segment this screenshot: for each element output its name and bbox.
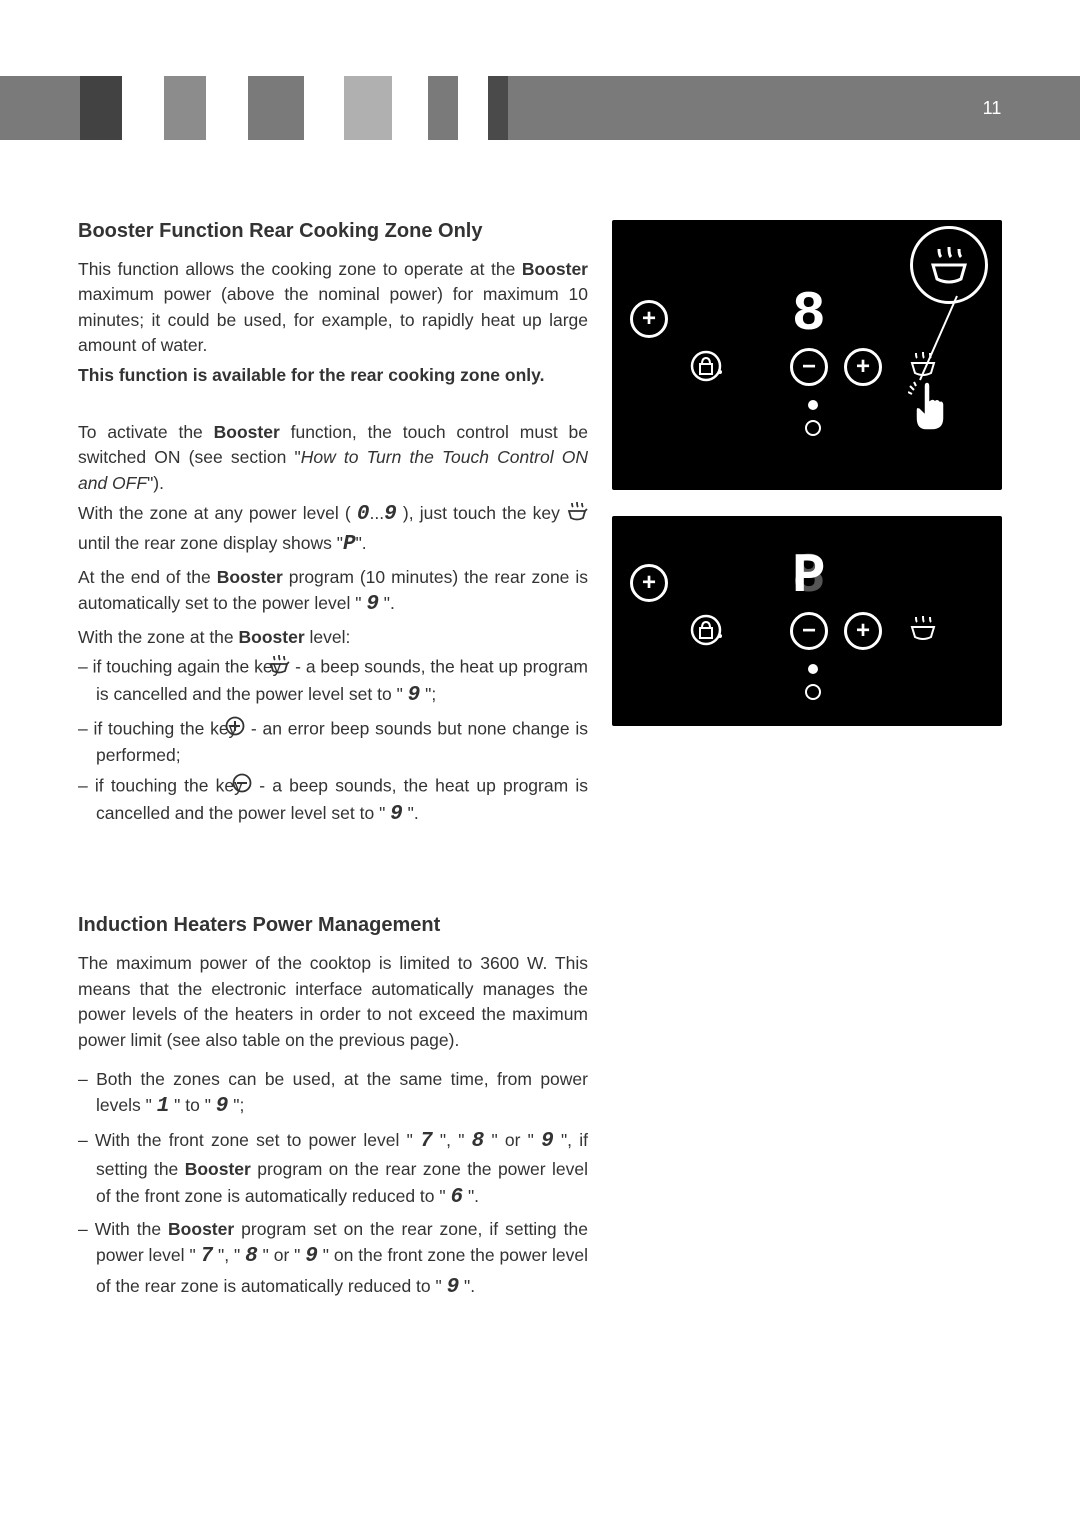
- indicator-circle: [805, 684, 821, 700]
- section1-p1: This function allows the cooking zone to…: [78, 257, 588, 359]
- section1-li2: – if touching the key - an error beep so…: [78, 716, 588, 769]
- booster-key: [908, 614, 938, 647]
- section2-li1: – Both the zones can be used, at the sam…: [78, 1067, 588, 1123]
- plus-button: +: [844, 348, 882, 386]
- section1-title: Booster Function Rear Cooking Zone Only: [78, 220, 588, 243]
- section1-p5: At the end of the Booster program (10 mi…: [78, 565, 588, 621]
- front-plus-button: +: [630, 564, 668, 602]
- indicator-circle: [805, 420, 821, 436]
- section1-li3: – if touching the key - a beep sounds, t…: [78, 773, 588, 831]
- page-number: 11: [960, 76, 1024, 140]
- section2-li2: – With the front zone set to power level…: [78, 1127, 588, 1213]
- minus-button: −: [790, 612, 828, 650]
- hand-pointer-icon: [908, 380, 952, 441]
- control-panel-2: 8 P + − +: [612, 516, 1002, 726]
- section2-title: Induction Heaters Power Management: [78, 914, 588, 937]
- minus-button: −: [790, 348, 828, 386]
- plus-button: +: [844, 612, 882, 650]
- lock-icon: [690, 350, 726, 387]
- front-plus-button: +: [630, 300, 668, 338]
- indicator-dot: [808, 400, 818, 410]
- section1-p6: With the zone at the Booster level:: [78, 625, 588, 650]
- header-decorative-blocks: [80, 76, 508, 140]
- booster-key: [908, 350, 938, 383]
- zone-display: 8: [792, 282, 822, 346]
- section2-li3: – With the Booster program set on the re…: [78, 1217, 588, 1303]
- section1-li1: – if touching again the key - a beep sou…: [78, 654, 588, 712]
- section1-p3: To activate the Booster function, the to…: [78, 420, 588, 496]
- booster-icon: [566, 501, 588, 528]
- section1-p4: With the zone at any power level ( 0...9…: [78, 500, 588, 561]
- left-column: Booster Function Rear Cooking Zone Only …: [78, 220, 588, 1307]
- lock-icon: [690, 614, 726, 651]
- section1-p2: This function is available for the rear …: [78, 363, 588, 388]
- right-column: 8 + − +: [612, 220, 1002, 752]
- page-number-text: 11: [983, 98, 1002, 119]
- zone-display-p: P: [792, 544, 822, 608]
- section2-p1: The maximum power of the cooktop is limi…: [78, 951, 588, 1053]
- indicator-dot: [808, 664, 818, 674]
- control-panel-1: 8 + − +: [612, 220, 1002, 490]
